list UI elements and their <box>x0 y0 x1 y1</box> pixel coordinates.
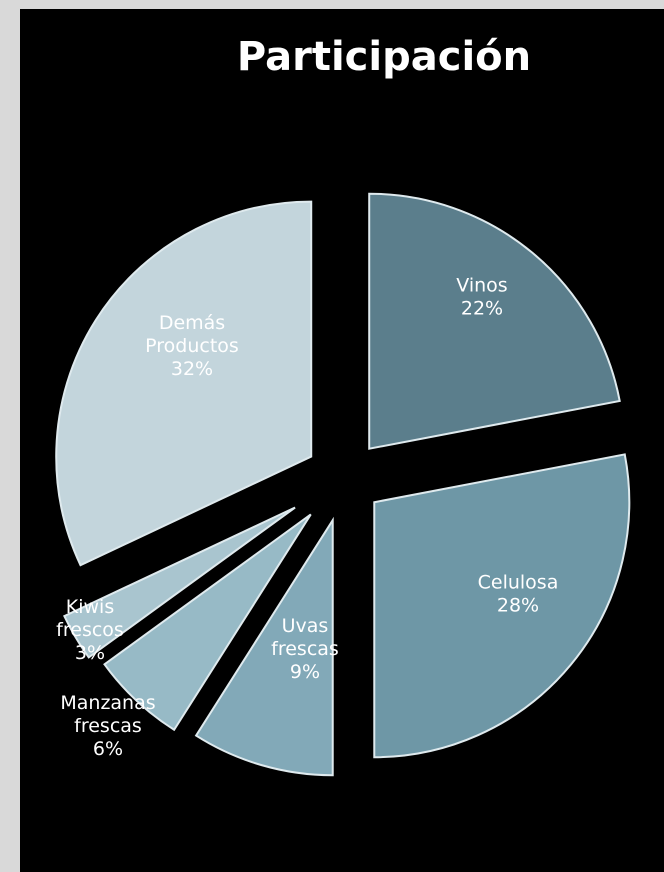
pie-slice-demás-productos <box>55 200 313 567</box>
slice-label-uvas-frescas: Uvas frescas 9% <box>271 615 339 683</box>
slice-label-line: frescos <box>56 619 124 641</box>
slice-label-line: Kiwis <box>66 596 114 618</box>
slice-label-line: 28% <box>497 595 539 617</box>
slice-label-line: 6% <box>93 738 123 760</box>
slice-label-celulosa: Celulosa 28% <box>478 572 559 617</box>
slice-label-line: Productos <box>145 335 239 357</box>
slice-label-line: Celulosa <box>478 572 559 594</box>
pie-slice-celulosa <box>373 453 631 759</box>
pie-slice-uvas-frescas <box>194 516 334 777</box>
slice-label-manzanas-frescas: Manzanas frescas 6% <box>60 692 155 760</box>
slice-label-demás-productos: Demás Productos 32% <box>145 312 239 380</box>
slice-label-line: 22% <box>461 298 503 320</box>
slice-label-line: Uvas <box>282 615 329 637</box>
slice-label-line: frescas <box>271 638 339 660</box>
slice-label-line: 32% <box>171 358 213 380</box>
pie-slices <box>55 192 631 777</box>
slice-label-line: Manzanas <box>60 692 155 714</box>
slice-label-line: Demás <box>159 312 225 334</box>
pie-slice-kiwis-frescos <box>63 506 296 659</box>
slice-label-line: frescas <box>74 715 142 737</box>
pie-slice-vinos <box>368 192 621 450</box>
slice-label-line: 9% <box>290 661 320 683</box>
chart-title: Participación <box>237 34 531 80</box>
slice-label-kiwis-frescos: Kiwis frescos 3% <box>56 596 124 664</box>
slice-label-vinos: Vinos 22% <box>456 275 507 320</box>
pie-labels: Vinos 22%Celulosa 28%Uvas frescas 9%Manzanas… <box>56 275 558 761</box>
slice-label-line: Vinos <box>456 275 507 297</box>
slice-label-line: 3% <box>75 642 105 664</box>
pie-slice-manzanas-frescas <box>103 513 312 732</box>
